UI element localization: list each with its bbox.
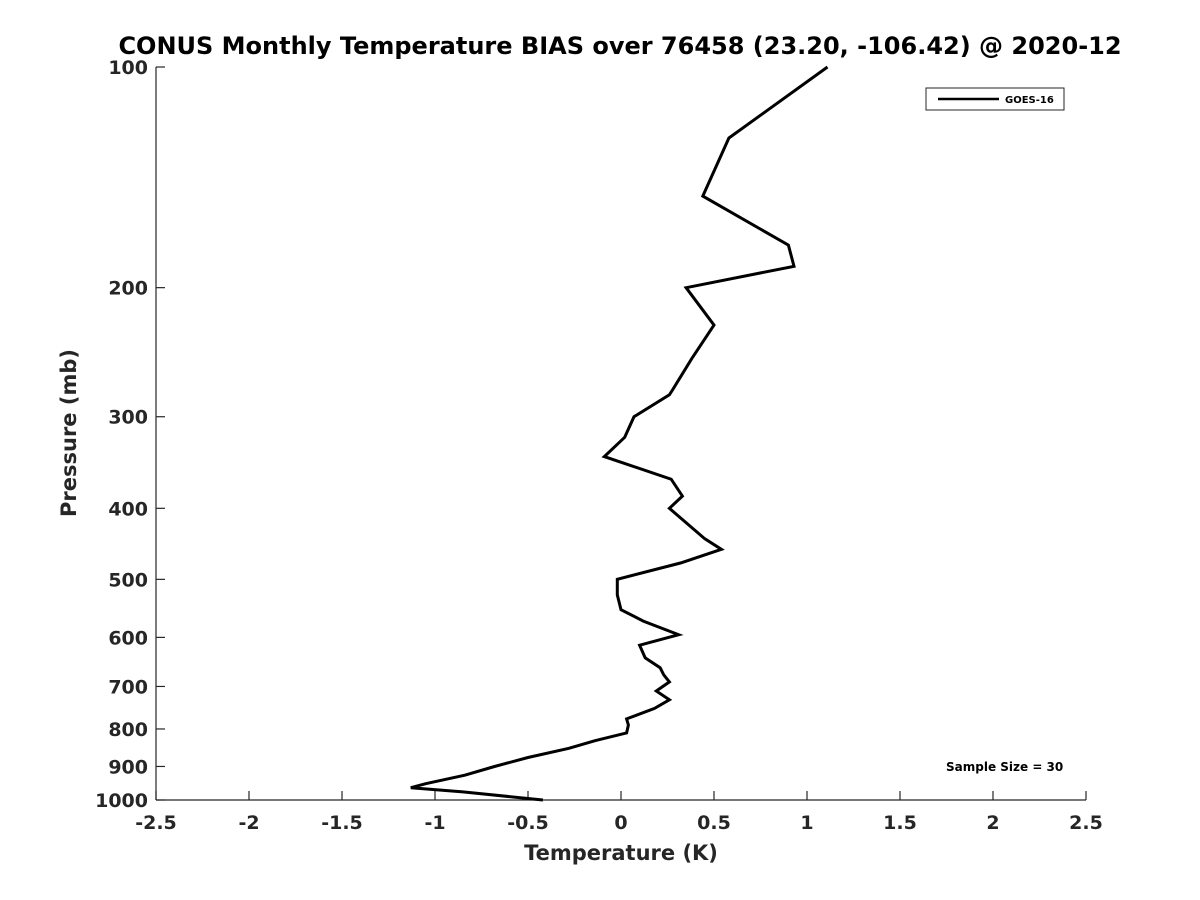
x-tick-label: 0 — [614, 812, 627, 834]
x-tick-label: -1.5 — [321, 812, 363, 834]
x-tick-label: -0.5 — [507, 812, 549, 834]
series-line-goes-16 — [410, 65, 829, 802]
chart-title: CONUS Monthly Temperature BIAS over 7645… — [118, 32, 1121, 60]
x-ticks: -2.5 -2 -1.5 -1 -0.5 0 0.5 1 1.5 2 2.5 — [135, 791, 1103, 834]
y-tick-label: 100 — [108, 57, 148, 79]
y-tick-label: 600 — [108, 627, 148, 649]
y-tick-label: 1000 — [95, 790, 148, 812]
y-axis-label: Pressure (mb) — [57, 349, 81, 517]
x-tick-label: 2.5 — [1069, 812, 1103, 834]
y-tick-label: 300 — [108, 407, 148, 429]
x-tick-label: -1 — [424, 812, 445, 834]
x-tick-label: 1.5 — [883, 812, 917, 834]
legend: GOES-16 — [925, 87, 1065, 111]
y-tick-label: 200 — [108, 278, 148, 300]
series-layer — [410, 65, 829, 802]
sample-size-annotation: Sample Size = 30 — [946, 760, 1063, 774]
y-tick-label: 800 — [108, 719, 148, 741]
x-tick-label: 0.5 — [697, 812, 731, 834]
legend-label-goes-16: GOES-16 — [1005, 95, 1054, 106]
y-ticks: 100 200 300 400 500 600 700 800 900 1000 — [95, 57, 165, 812]
y-tick-label: 500 — [108, 569, 148, 591]
x-axis-label: Temperature (K) — [524, 841, 718, 865]
x-tick-label: -2 — [238, 812, 259, 834]
y-tick-label: 700 — [108, 676, 148, 698]
x-tick-label: 1 — [800, 812, 813, 834]
y-tick-label: 900 — [108, 756, 148, 778]
x-tick-label: 2 — [986, 812, 999, 834]
plot-area: -2.5 -2 -1.5 -1 -0.5 0 0.5 1 1.5 2 2.5 100 200 300 40… — [95, 57, 1103, 834]
x-tick-label: -2.5 — [135, 812, 177, 834]
y-tick-label: 400 — [108, 498, 148, 520]
